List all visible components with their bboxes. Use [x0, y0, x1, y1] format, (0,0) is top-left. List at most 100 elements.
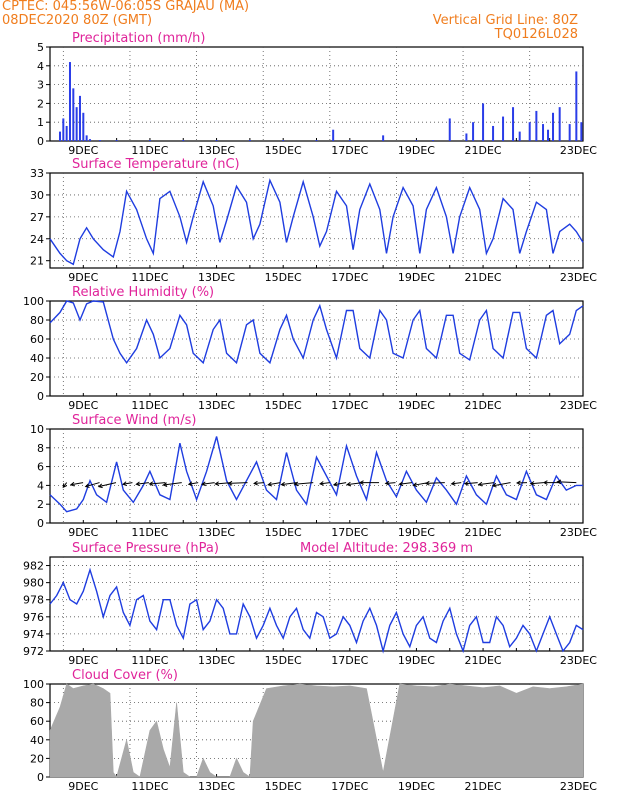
- wind-arrow: [542, 480, 560, 485]
- precip-bar: [65, 125, 68, 141]
- x-tick-label: 13DEC: [198, 399, 235, 412]
- wind-arrow: [529, 481, 544, 486]
- y-tick-label: 20: [30, 752, 44, 765]
- wind-arrow: [162, 482, 182, 487]
- precip-bar: [382, 135, 385, 141]
- y-tick-label: 1: [37, 116, 44, 129]
- cloud-area: [49, 683, 584, 778]
- y-tick-label: 4: [37, 479, 44, 492]
- wind-arrow: [477, 481, 495, 487]
- series-line-wind: [49, 436, 583, 513]
- wind-arrow: [384, 480, 396, 486]
- y-tick-label: 10: [30, 423, 44, 436]
- precip-bar: [78, 95, 81, 141]
- x-tick-label: 21DEC: [465, 271, 502, 284]
- y-tick-label: 974: [23, 628, 44, 641]
- precip-bar: [98, 140, 101, 141]
- precip-bar: [62, 118, 65, 141]
- y-tick-label: 4: [37, 60, 44, 73]
- precip-bar: [535, 110, 538, 141]
- precip-bar: [72, 88, 75, 141]
- precip-bar: [465, 133, 468, 141]
- precip-bar: [148, 140, 151, 141]
- x-tick-label: 11DEC: [131, 654, 168, 667]
- y-tick-label: 80: [30, 314, 44, 327]
- wind-arrow: [267, 481, 281, 487]
- y-tick-label: 60: [30, 715, 44, 728]
- precip-bar: [552, 112, 555, 141]
- panel-pressure: Surface Pressure (hPa) Model Altitude: 29…: [23, 541, 597, 667]
- wind-arrow: [293, 481, 314, 487]
- panel-title-precip: Precipitation (mm/h): [72, 31, 205, 46]
- x-tick-label: 13DEC: [198, 144, 235, 157]
- precip-bar: [332, 129, 335, 141]
- x-tick-label: 15DEC: [265, 654, 302, 667]
- x-tick-label: 21DEC: [465, 526, 502, 539]
- y-tick-label: 976: [23, 611, 44, 624]
- precip-bar: [580, 122, 583, 141]
- precip-bar: [58, 131, 61, 141]
- wind-arrow: [148, 481, 166, 487]
- x-tick-label: 13DEC: [198, 780, 235, 793]
- y-tick-label: 21: [30, 255, 44, 268]
- panel-cloud: Cloud Cover (%) 0 20 40 60 80 100 9DEC 11DEC 13DE…: [23, 668, 597, 793]
- y-tick-label: 80: [30, 697, 44, 710]
- y-tick-label: 5: [37, 41, 44, 54]
- x-tick-label: 11DEC: [131, 399, 168, 412]
- y-tick-label: 972: [23, 645, 44, 658]
- x-tick-label: 19DEC: [398, 144, 435, 157]
- y-tick-label: 30: [30, 189, 44, 202]
- x-tick-label: 13DEC: [198, 526, 235, 539]
- precip-bar: [75, 107, 78, 141]
- x-tick-label: 21DEC: [465, 654, 502, 667]
- y-tick-label: 33: [30, 167, 44, 180]
- precip-bar: [558, 107, 561, 141]
- precip-bar: [492, 125, 495, 141]
- x-tick-label: 15DEC: [265, 526, 302, 539]
- wind-arrow: [253, 480, 264, 486]
- x-tick-label: 11DEC: [131, 526, 168, 539]
- x-tick-label: 13DEC: [198, 271, 235, 284]
- wind-arrow: [69, 481, 84, 487]
- x-tick-label: 11DEC: [131, 780, 168, 793]
- precip-bar: [432, 140, 435, 141]
- y-tick-label: 0: [37, 135, 44, 148]
- wind-arrow: [463, 481, 478, 486]
- y-tick-label: 24: [30, 233, 44, 246]
- x-tick-label: 17DEC: [331, 144, 368, 157]
- x-tick-label: 23DEC: [560, 271, 597, 284]
- y-tick-label: 8: [37, 442, 44, 455]
- x-tick-label: 9DEC: [68, 780, 98, 793]
- precip-bar: [215, 140, 218, 141]
- series-line-pressure: [49, 567, 584, 654]
- x-tick-label: 19DEC: [398, 780, 435, 793]
- x-tick-label: 23DEC: [560, 144, 597, 157]
- precip-bar: [348, 140, 351, 141]
- wind-arrow: [84, 482, 100, 488]
- wind-arrow: [135, 481, 149, 487]
- x-tick-label: 23DEC: [560, 526, 597, 539]
- x-tick-label: 9DEC: [68, 399, 98, 412]
- wind-arrow: [450, 481, 462, 486]
- precip-bar: [542, 124, 545, 141]
- precip-bar: [85, 135, 88, 141]
- x-tick-label: 19DEC: [398, 526, 435, 539]
- x-tick-label: 9DEC: [68, 144, 98, 157]
- panel-precip: Precipitation (mm/h) 0 1 2 3 4 5 9DEC 11DEC 13DEC…: [37, 31, 597, 157]
- y-tick-label: 980: [23, 577, 44, 590]
- precip-bar: [282, 140, 285, 141]
- panel-rh: Relative Humidity (%) 0 20 40 60 80 100 9DEC 11D…: [23, 285, 597, 412]
- panel-title-temp: Surface Temperature (nC): [72, 157, 240, 172]
- precip-bar: [547, 129, 550, 141]
- wind-arrow: [358, 480, 380, 485]
- wind-arrow: [187, 481, 199, 487]
- wind-arrow: [516, 480, 528, 486]
- x-tick-label: 23DEC: [560, 399, 597, 412]
- panel-title-pressure: Surface Pressure (hPa): [72, 541, 219, 556]
- x-tick-label: 17DEC: [331, 271, 368, 284]
- x-tick-label: 15DEC: [265, 144, 302, 157]
- y-tick-label: 27: [30, 211, 44, 224]
- x-tick-label: 21DEC: [465, 780, 502, 793]
- y-tick-label: 100: [23, 678, 44, 691]
